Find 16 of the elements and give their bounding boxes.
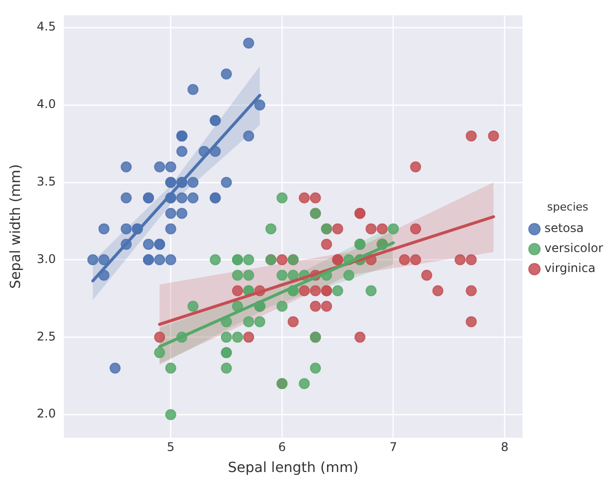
x-axis-title: Sepal length (mm)	[228, 460, 358, 476]
y-tick-label: 4.5	[36, 20, 56, 34]
y-tick-label: 2.0	[36, 406, 56, 421]
y-tick-label: 3.5	[36, 174, 56, 189]
legend-label: virginica	[544, 261, 596, 276]
x-tick-label: 7	[390, 440, 398, 454]
x-tick-label: 5	[166, 440, 175, 454]
y-tick-label: 3.0	[36, 252, 56, 266]
x-tick-label: 6	[278, 440, 286, 454]
legend-label: setosa	[544, 221, 584, 236]
y-tick-label: 4.0	[36, 97, 56, 112]
legend-label: versicolor	[544, 241, 604, 256]
legend-title: species	[547, 200, 589, 214]
y-axis-title: Sepal width (mm)	[8, 164, 24, 289]
x-tick-label: 8	[500, 440, 508, 454]
y-tick-label: 2.5	[36, 329, 56, 344]
